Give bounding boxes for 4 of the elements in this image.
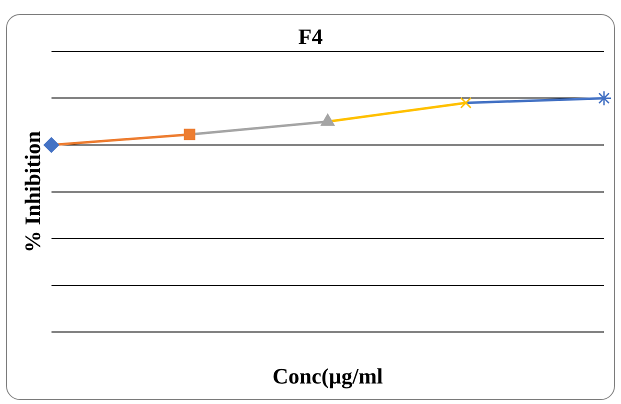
y-axis-title: % Inhibition xyxy=(20,130,45,253)
point xyxy=(460,97,472,109)
chart-title: F4 xyxy=(298,24,323,49)
x-axis-title: Conc(µg/ml xyxy=(272,363,383,388)
